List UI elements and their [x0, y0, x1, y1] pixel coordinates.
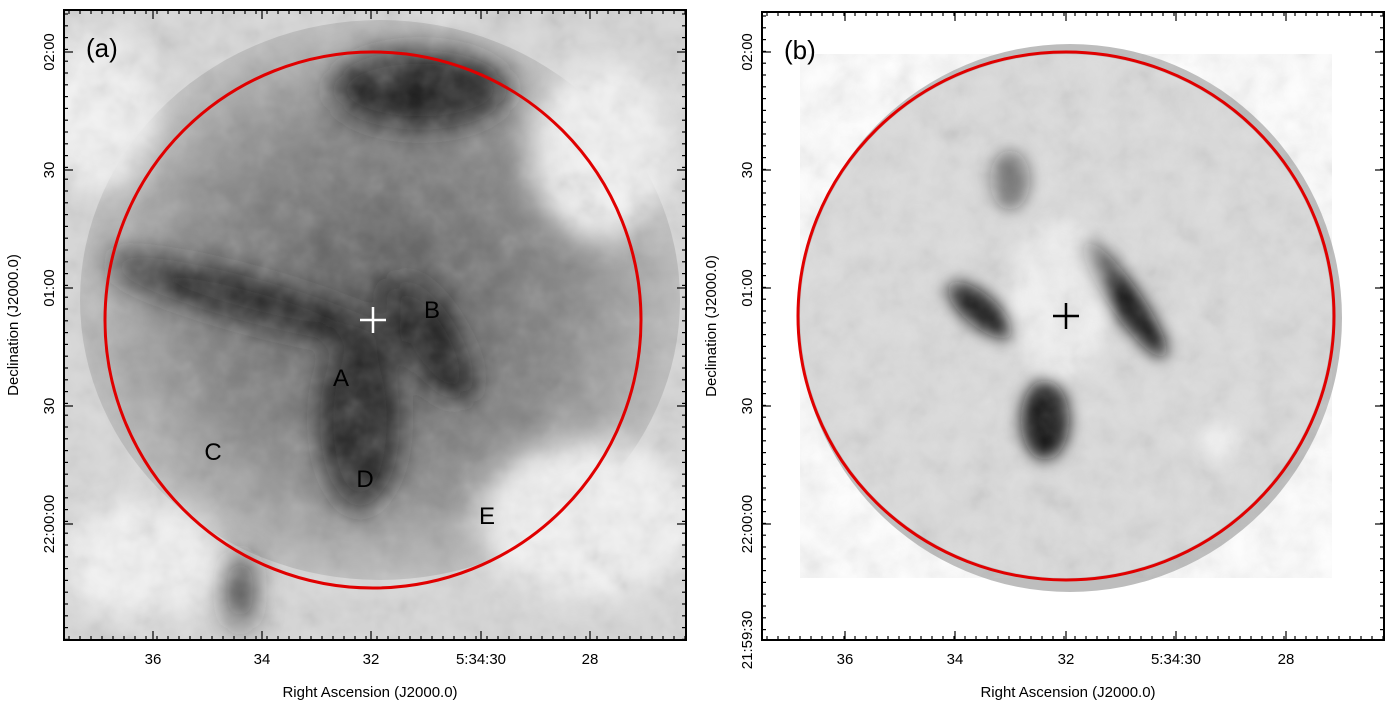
- y-tick-label: 21:59:30: [739, 611, 756, 669]
- x-tick-label: 34: [254, 651, 271, 668]
- cross: [360, 307, 386, 333]
- circle: [796, 50, 1336, 582]
- x-tick-label: 36: [145, 651, 162, 668]
- panel-label: (b): [784, 35, 816, 65]
- x-tick-label: 34: [947, 651, 964, 668]
- y-tick-label: 22:00:00: [41, 495, 58, 553]
- x-tick-label: 5:34:30: [1151, 651, 1201, 668]
- x-tick-label: 28: [582, 651, 599, 668]
- x-axis-label: Right Ascension (J2000.0): [282, 684, 457, 701]
- y-tick-label: 22:00:00: [739, 495, 756, 553]
- x-tick-label: 5:34:30: [456, 651, 506, 668]
- image-a: [64, 10, 686, 640]
- image-b: [762, 12, 1384, 640]
- y-tick-label: 30: [739, 398, 756, 415]
- cross: [1053, 303, 1079, 329]
- y-tick-label: 02:00: [41, 33, 58, 71]
- y-tick-label: 30: [41, 398, 58, 415]
- y-tick-label: 01:00: [739, 269, 756, 307]
- x-tick-label: 32: [1058, 651, 1075, 668]
- panel-label: (a): [86, 33, 118, 63]
- frame: [761, 11, 1385, 641]
- x-tick-label: 28: [1278, 651, 1295, 668]
- x-axis-label: Right Ascension (J2000.0): [980, 684, 1155, 701]
- circle: [103, 50, 643, 590]
- y-axis-label: Declination (J2000.0): [5, 254, 22, 396]
- y-tick-label: 02:00: [739, 33, 756, 71]
- y-axis-label: Declination (J2000.0): [703, 255, 720, 397]
- annotation: D: [356, 466, 373, 493]
- y-tick-label: 30: [41, 162, 58, 179]
- annotation: C: [204, 439, 221, 466]
- x-tick-label: 32: [363, 651, 380, 668]
- frame: [63, 9, 687, 641]
- y-tick-label: 01:00: [41, 269, 58, 307]
- x-tick-label: 36: [837, 651, 854, 668]
- annotation: B: [424, 297, 440, 324]
- y-tick-label: 30: [739, 162, 756, 179]
- annotation: A: [333, 365, 349, 392]
- annotation: E: [479, 503, 495, 530]
